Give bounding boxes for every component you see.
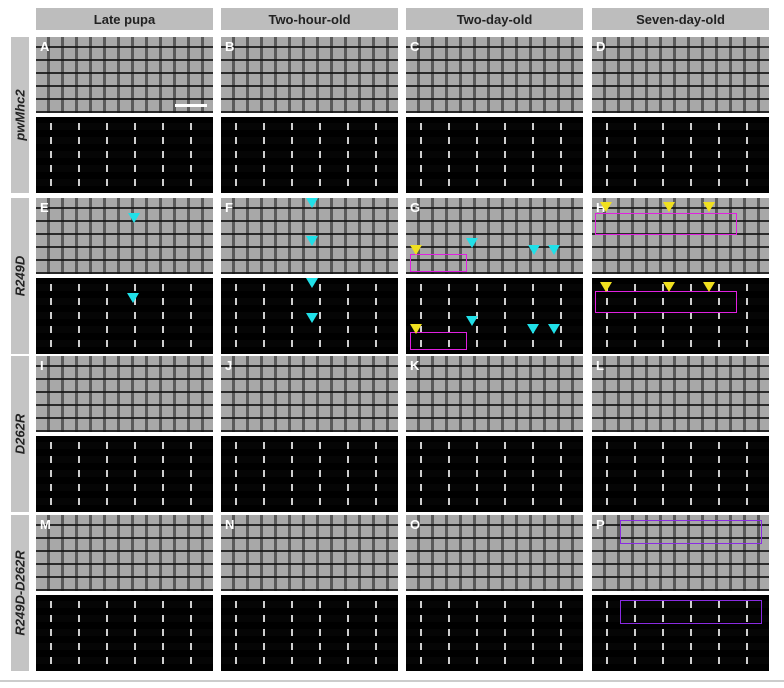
micrograph-z-disc bbox=[592, 117, 769, 193]
micrograph-phalloidin: E bbox=[36, 198, 213, 274]
arrowhead bbox=[663, 202, 675, 212]
arrowhead bbox=[527, 324, 539, 334]
arrowhead bbox=[663, 282, 675, 292]
arrowhead bbox=[600, 202, 612, 212]
panel-letter: M bbox=[40, 517, 51, 532]
panel-letter: G bbox=[410, 200, 421, 215]
panel-letter: D bbox=[596, 39, 606, 54]
micrograph-z-disc bbox=[36, 117, 213, 193]
micrograph-phalloidin: A bbox=[36, 37, 213, 113]
micrograph-z-disc bbox=[592, 278, 769, 354]
micrograph-phalloidin: O bbox=[406, 515, 583, 591]
column-header: Late pupa bbox=[36, 8, 213, 30]
micrograph-z-disc bbox=[406, 278, 583, 354]
arrowhead bbox=[466, 316, 478, 326]
micrograph-z-disc bbox=[406, 117, 583, 193]
arrowhead bbox=[306, 236, 318, 246]
micrograph-z-disc bbox=[221, 595, 398, 671]
arrowhead bbox=[528, 245, 540, 255]
micrograph-z-disc bbox=[221, 117, 398, 193]
annotation-box bbox=[620, 520, 762, 544]
micrograph-z-disc bbox=[406, 595, 583, 671]
arrowhead bbox=[306, 313, 318, 323]
micrograph-phalloidin: B bbox=[221, 37, 398, 113]
annotation-box bbox=[620, 600, 762, 624]
micrograph-z-disc bbox=[592, 436, 769, 512]
panel-letter: I bbox=[40, 358, 44, 373]
arrowhead bbox=[600, 282, 612, 292]
arrowhead bbox=[548, 245, 560, 255]
panel-letter: P bbox=[596, 517, 605, 532]
panel-letter: B bbox=[225, 39, 235, 54]
micrograph-z-disc bbox=[36, 595, 213, 671]
panel-letter: L bbox=[596, 358, 604, 373]
micrograph-z-disc bbox=[221, 436, 398, 512]
panel-letter: F bbox=[225, 200, 233, 215]
row-label: pwMhc2 bbox=[12, 89, 28, 141]
panel-letter: N bbox=[225, 517, 235, 532]
panel-letter: J bbox=[225, 358, 233, 373]
scale-bar bbox=[175, 104, 207, 107]
micrograph-phalloidin: K bbox=[406, 356, 583, 432]
arrowhead bbox=[410, 245, 422, 255]
row-label: R249D bbox=[12, 255, 28, 297]
micrograph-z-disc bbox=[221, 278, 398, 354]
micrograph-phalloidin: D bbox=[592, 37, 769, 113]
row-label-bar: pwMhc2 bbox=[11, 37, 29, 193]
arrowhead bbox=[127, 293, 139, 303]
arrowhead bbox=[128, 213, 140, 223]
micrograph-phalloidin: G bbox=[406, 198, 583, 274]
micrograph-z-disc bbox=[36, 436, 213, 512]
annotation-box bbox=[595, 213, 737, 235]
column-header: Two-hour-old bbox=[221, 8, 398, 30]
column-header: Two-day-old bbox=[406, 8, 583, 30]
annotation-box bbox=[595, 291, 737, 313]
column-header: Seven-day-old bbox=[592, 8, 769, 30]
micrograph-phalloidin: M bbox=[36, 515, 213, 591]
row-label-bar: D262R bbox=[11, 356, 29, 512]
arrowhead bbox=[703, 202, 715, 212]
micrograph-phalloidin: J bbox=[221, 356, 398, 432]
arrowhead bbox=[306, 198, 318, 208]
micrograph-z-disc bbox=[36, 278, 213, 354]
micrograph-phalloidin: N bbox=[221, 515, 398, 591]
micrograph-phalloidin: I bbox=[36, 356, 213, 432]
annotation-box bbox=[410, 254, 467, 272]
arrowhead bbox=[548, 324, 560, 334]
arrowhead bbox=[410, 324, 422, 334]
panel-letter: E bbox=[40, 200, 49, 215]
bottom-rule bbox=[0, 680, 784, 682]
micrograph-phalloidin: H bbox=[592, 198, 769, 274]
arrowhead bbox=[466, 238, 478, 248]
arrowhead bbox=[703, 282, 715, 292]
panel-letter: A bbox=[40, 39, 50, 54]
row-label: D262R bbox=[12, 413, 28, 455]
row-label-bar: R249D bbox=[11, 198, 29, 354]
micrograph-phalloidin: P bbox=[592, 515, 769, 591]
annotation-box bbox=[410, 332, 467, 350]
panel-letter: C bbox=[410, 39, 420, 54]
micrograph-phalloidin: C bbox=[406, 37, 583, 113]
row-label-bar: R249D-D262R bbox=[11, 515, 29, 671]
micrograph-z-disc bbox=[592, 595, 769, 671]
arrowhead bbox=[306, 278, 318, 288]
panel-letter: K bbox=[410, 358, 420, 373]
panel-letter: O bbox=[410, 517, 421, 532]
row-label: R249D-D262R bbox=[12, 550, 28, 636]
micrograph-phalloidin: L bbox=[592, 356, 769, 432]
micrograph-z-disc bbox=[406, 436, 583, 512]
